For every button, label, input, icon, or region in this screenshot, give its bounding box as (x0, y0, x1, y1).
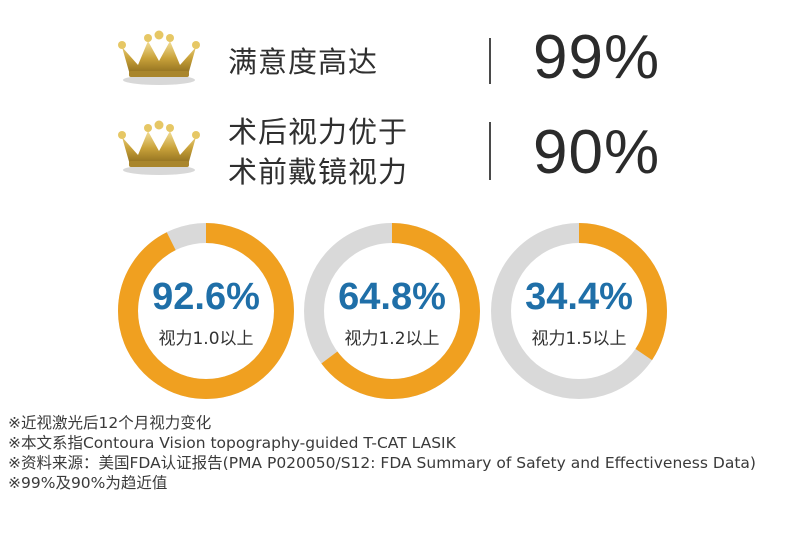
vision-ring-3: 34.4% 视力1.5以上 (490, 222, 668, 400)
footnote: ※本文系指Contoura Vision topography-guided T… (8, 434, 456, 452)
footnote: ※资料来源：美国FDA认证报告(PMA P020050/S12: FDA Sum… (8, 454, 756, 472)
stat-value: 99% (533, 23, 661, 92)
ring-arc (491, 223, 667, 399)
ring-arc (118, 223, 294, 399)
ring-caption: 视力1.0以上 (158, 329, 254, 349)
stat-label: 术后视力优于 术前戴镜视力 (228, 112, 408, 192)
footnote: ※近视激光后12个月视力变化 (8, 414, 212, 432)
ring-arc (304, 223, 480, 399)
ring-percent: 34.4% (525, 276, 633, 318)
stat-label-line: 满意度高达 (228, 45, 379, 79)
ring-chart (304, 223, 480, 399)
divider (489, 122, 491, 180)
ring-percent: 92.6% (152, 276, 260, 318)
footnote: ※99%及90%为趋近值 (8, 474, 168, 492)
stat-label: 满意度高达 (228, 42, 378, 82)
footnotes: ※近视激光后12个月视力变化 ※本文系指Contoura Vision topo… (8, 413, 778, 493)
vision-ring-1: 92.6% 视力1.0以上 (117, 222, 295, 400)
ring-chart (491, 223, 667, 399)
crown-icon (118, 30, 200, 85)
crown-icon (118, 120, 200, 175)
divider (489, 38, 491, 84)
ring-caption: 视力1.2以上 (344, 329, 440, 349)
stat-value: 90% (533, 118, 661, 187)
stat-label-line: 术前戴镜视力 (228, 155, 409, 189)
ring-chart (118, 223, 294, 399)
ring-caption: 视力1.5以上 (531, 329, 627, 349)
vision-ring-2: 64.8% 视力1.2以上 (303, 222, 481, 400)
ring-percent: 64.8% (338, 276, 446, 318)
stat-label-line: 术后视力优于 (228, 115, 409, 149)
